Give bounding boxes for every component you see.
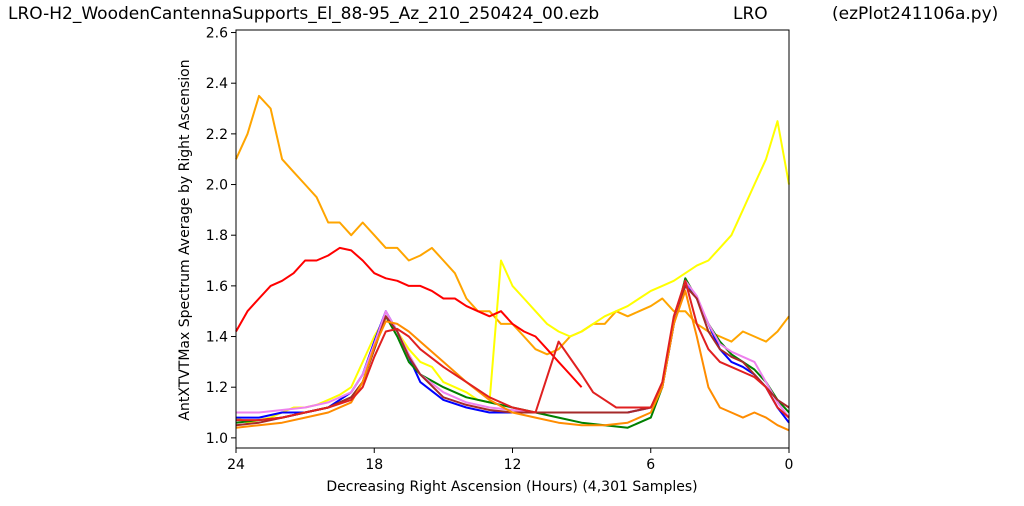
x-tick-label: 0 [785,457,794,473]
chart-title-station: LRO [733,4,768,24]
series-line-4 [236,279,790,424]
series-line-2 [235,120,790,424]
y-tick-label: 2.2 [206,127,228,143]
series-line-9 [236,279,790,422]
series-line-7 [235,284,790,427]
series-line-6 [236,279,790,419]
axes-frame [235,29,790,449]
chart-title-script: (ezPlot241106a.py) [832,4,999,24]
y-axis-label: AntXTVTMax Spectrum Average by Right Asc… [177,59,193,421]
x-tick-label: 24 [227,457,245,473]
series-line-1 [235,94,790,356]
chart-title-filename: LRO-H2_WoodenCantennaSupports_El_88-95_A… [8,4,600,24]
series-layer [235,94,790,432]
y-tick-label: 1.2 [206,380,228,396]
y-axis-ticks: 1.0 1.2 1.4 1.6 1.8 2.0 2.2 2.4 2.6 [206,26,236,447]
y-tick-label: 1.4 [206,330,228,346]
y-tick-label: 2.0 [206,178,228,194]
y-tick-label: 2.4 [206,76,228,92]
y-tick-label: 1.8 [206,228,228,244]
x-tick-label: 12 [504,457,522,473]
x-axis-ticks: 24 18 12 6 0 [227,448,793,473]
y-tick-label: 2.6 [206,26,228,42]
x-tick-label: 18 [365,457,383,473]
y-tick-label: 1.6 [206,279,228,295]
y-tick-label: 1.0 [206,431,228,447]
x-axis-label: Decreasing Right Ascension (Hours) (4,30… [326,479,698,495]
series-line-3 [235,246,583,388]
x-tick-label: 6 [646,457,655,473]
